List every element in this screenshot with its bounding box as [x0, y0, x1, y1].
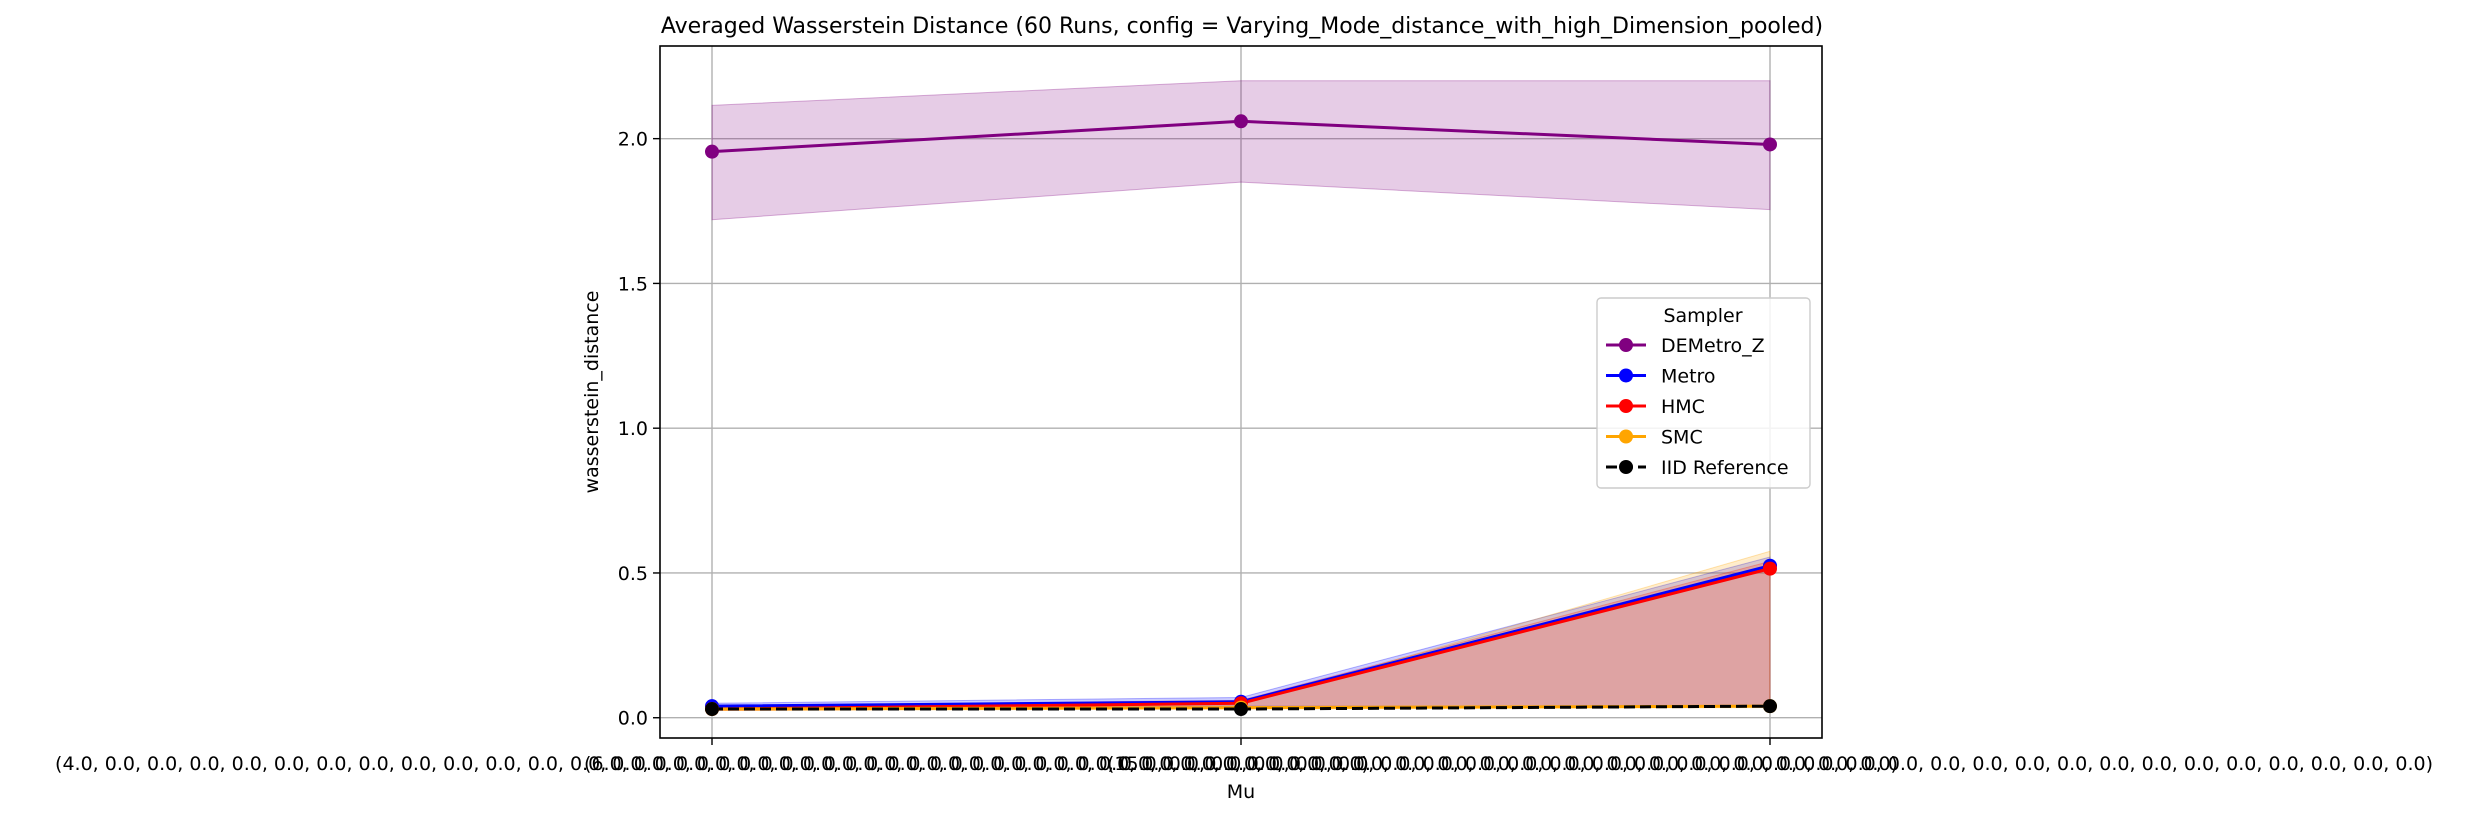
x-axis-label: Mu: [1227, 781, 1255, 803]
legend-item-metro: Metro: [1606, 366, 1716, 388]
series-markers: [705, 114, 1777, 717]
legend-item-smc: SMC: [1606, 427, 1703, 449]
legend-marker: [1619, 338, 1633, 352]
legend-marker: [1619, 460, 1633, 474]
x-tick-label: (6.0, 0.0, 0.0, 0.0, 0.0, 0.0, 0.0, 0.0,…: [584, 753, 1898, 775]
y-tick-label: 2.0: [618, 129, 648, 151]
point-iid-reference: [1234, 702, 1248, 717]
legend-label: Metro: [1661, 366, 1716, 388]
grid-lines: [660, 46, 1822, 738]
point-demetro-z: [705, 144, 719, 159]
legend-marker: [1619, 399, 1633, 413]
legend-marker: [1619, 429, 1633, 444]
point-demetro-z: [1234, 114, 1248, 129]
point-hmc: [1763, 561, 1777, 576]
legend-label: HMC: [1661, 396, 1705, 418]
x-tick-label: (4.0, 0.0, 0.0, 0.0, 0.0, 0.0, 0.0, 0.0,…: [55, 753, 1369, 775]
legend-label: IID Reference: [1661, 457, 1789, 479]
chart-title: Averaged Wasserstein Distance (60 Runs, …: [661, 14, 1823, 39]
y-tick-label: 1.0: [618, 418, 648, 440]
point-demetro-z: [1763, 137, 1777, 152]
band-demetro-z: [711, 80, 1771, 221]
legend-marker: [1619, 368, 1633, 383]
legend-item-demetro-z: DEMetro_Z: [1606, 335, 1765, 357]
legend-title: Sampler: [1663, 305, 1742, 327]
legend-label: SMC: [1661, 427, 1703, 449]
legend-label: DEMetro_Z: [1661, 335, 1765, 357]
legend-box: [1596, 297, 1811, 489]
legend-item-hmc: HMC: [1606, 396, 1705, 418]
y-axis-label: wasserstein_distance: [581, 291, 603, 494]
legend-item-iid-reference: IID Reference: [1606, 457, 1789, 479]
y-tick-label: 1.5: [618, 273, 648, 295]
point-iid-reference: [1763, 699, 1777, 714]
y-axis-ticks: 0.0 0.5 1.0 1.5 2.0: [618, 129, 660, 730]
x-tick-label: (15.0, 0.0, 0.0, 0.0, 0.0, 0.0, 0.0, 0.0…: [1107, 753, 2433, 775]
y-tick-label: 0.5: [618, 563, 648, 585]
x-axis-ticks: (4.0, 0.0, 0.0, 0.0, 0.0, 0.0, 0.0, 0.0,…: [55, 738, 2433, 775]
y-tick-label: 0.0: [618, 708, 648, 730]
point-iid-reference: [705, 702, 719, 717]
legend: Sampler DEMetro_Z Metro HMC SMC IID Referenc…: [1596, 297, 1811, 489]
